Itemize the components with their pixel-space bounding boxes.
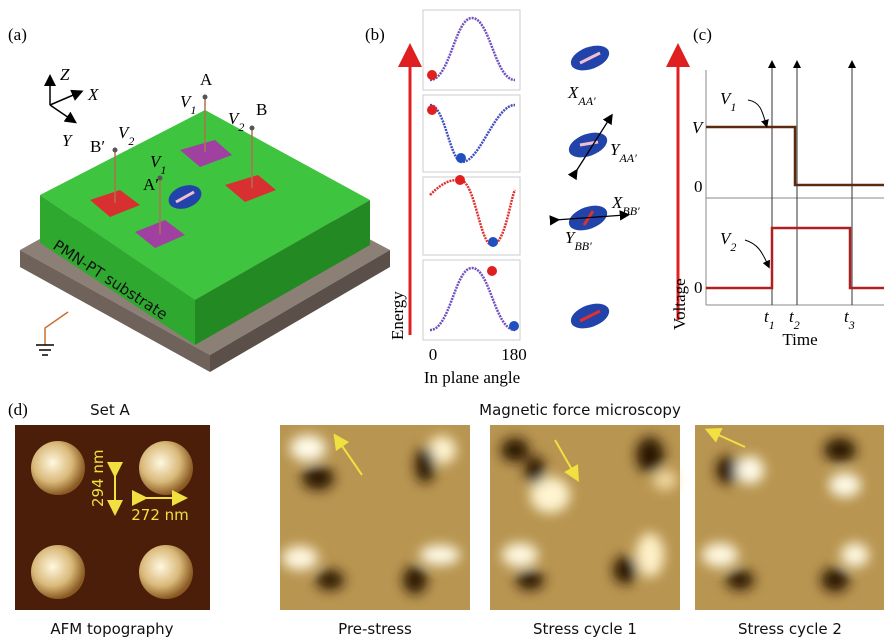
panel-label: (b)	[365, 25, 385, 44]
frames	[423, 10, 520, 340]
mfm-title: Magnetic force microscopy	[479, 401, 681, 419]
panel-a: (a) PMN-PT substrate Z X Y A B B′ A′ V1 …	[8, 25, 390, 372]
time-label: t2	[789, 307, 800, 332]
axes	[50, 80, 78, 120]
main: X	[611, 193, 623, 212]
mfm-image	[490, 425, 680, 610]
axis-label: X	[87, 85, 99, 104]
panel-d: (d) Set A Magnetic force microscopy 294 …	[8, 400, 884, 638]
energy-curve	[430, 105, 515, 162]
state-label: XBB′	[611, 193, 640, 218]
terminal-label: B′	[90, 137, 105, 156]
v1-signal	[706, 127, 884, 185]
ground-wire	[45, 312, 68, 345]
state	[456, 153, 466, 163]
figure: (a) PMN-PT substrate Z X Y A B B′ A′ V1 …	[0, 0, 884, 639]
voltage-label: V1	[180, 92, 196, 117]
level-label: 0	[694, 278, 703, 297]
sub: 1	[730, 100, 736, 114]
y-axis-label: Energy	[388, 291, 407, 340]
voltage-label: V2	[118, 123, 134, 148]
main: X	[567, 83, 579, 102]
y-axis-label: Voltage	[670, 278, 689, 330]
level-label: 0	[694, 177, 703, 196]
mfm-image	[280, 425, 470, 610]
x-axis-label: Time	[782, 330, 817, 349]
panel-label: (c)	[693, 25, 712, 44]
sub: 1	[769, 318, 775, 332]
time-label: t3	[844, 307, 855, 332]
state-label: YAA′	[610, 140, 637, 165]
signal-label: V1	[720, 89, 736, 114]
state-label: YBB′	[565, 228, 592, 253]
sub: 1	[160, 163, 166, 177]
state	[455, 175, 465, 185]
v2-signal	[706, 228, 884, 288]
state	[509, 321, 519, 331]
sub: 3	[848, 318, 855, 332]
ground	[36, 345, 54, 355]
sub: 2	[730, 240, 736, 254]
state	[487, 266, 497, 276]
caption: Stress cycle 1	[533, 620, 637, 638]
magnet-states	[555, 41, 625, 333]
set-label: Set A	[90, 401, 130, 419]
terminal-label: A′	[143, 175, 159, 194]
caption: AFM topography	[50, 620, 173, 638]
caption: Pre-stress	[338, 620, 412, 638]
panel-label: (d)	[8, 400, 28, 419]
state-label: XAA′	[567, 83, 596, 108]
mfm-image	[695, 425, 884, 610]
x-tick-label: 0	[429, 345, 438, 364]
sub: BB′	[574, 239, 592, 253]
x-axis-label: In plane angle	[424, 368, 520, 387]
state	[488, 237, 498, 247]
terminal-label: A	[200, 70, 213, 89]
panel-c: (c) Voltage V1 V 0 V2 0 t1 t2 t3 Time	[670, 25, 884, 349]
caption: Stress cycle 2	[738, 620, 842, 638]
width-label: 272 nm	[131, 506, 189, 524]
sub: 2	[238, 120, 244, 134]
level-label: V	[692, 118, 705, 137]
panel-b: (b) Energy 0 180 In plane angle XAA′ YAA…	[365, 10, 640, 387]
callout	[748, 100, 766, 124]
energy-curve	[430, 180, 515, 245]
axis-label: Y	[62, 131, 73, 150]
sub: 2	[128, 134, 134, 148]
signal-label: V2	[720, 229, 736, 254]
sub: BB′	[622, 204, 640, 218]
sub: 1	[190, 103, 196, 117]
sub: AA′	[577, 94, 596, 108]
x-tick-label: 180	[501, 345, 527, 364]
energy-curve	[430, 268, 515, 330]
sub: AA′	[618, 151, 637, 165]
axis-label: Z	[60, 65, 70, 84]
state	[427, 70, 437, 80]
height-label: 294 nm	[89, 449, 107, 507]
panel-label: (a)	[8, 25, 27, 44]
energy-curve	[430, 18, 515, 80]
terminal-label: B	[256, 100, 267, 119]
state	[427, 105, 437, 115]
callout	[745, 240, 768, 265]
time-label: t1	[764, 307, 775, 332]
